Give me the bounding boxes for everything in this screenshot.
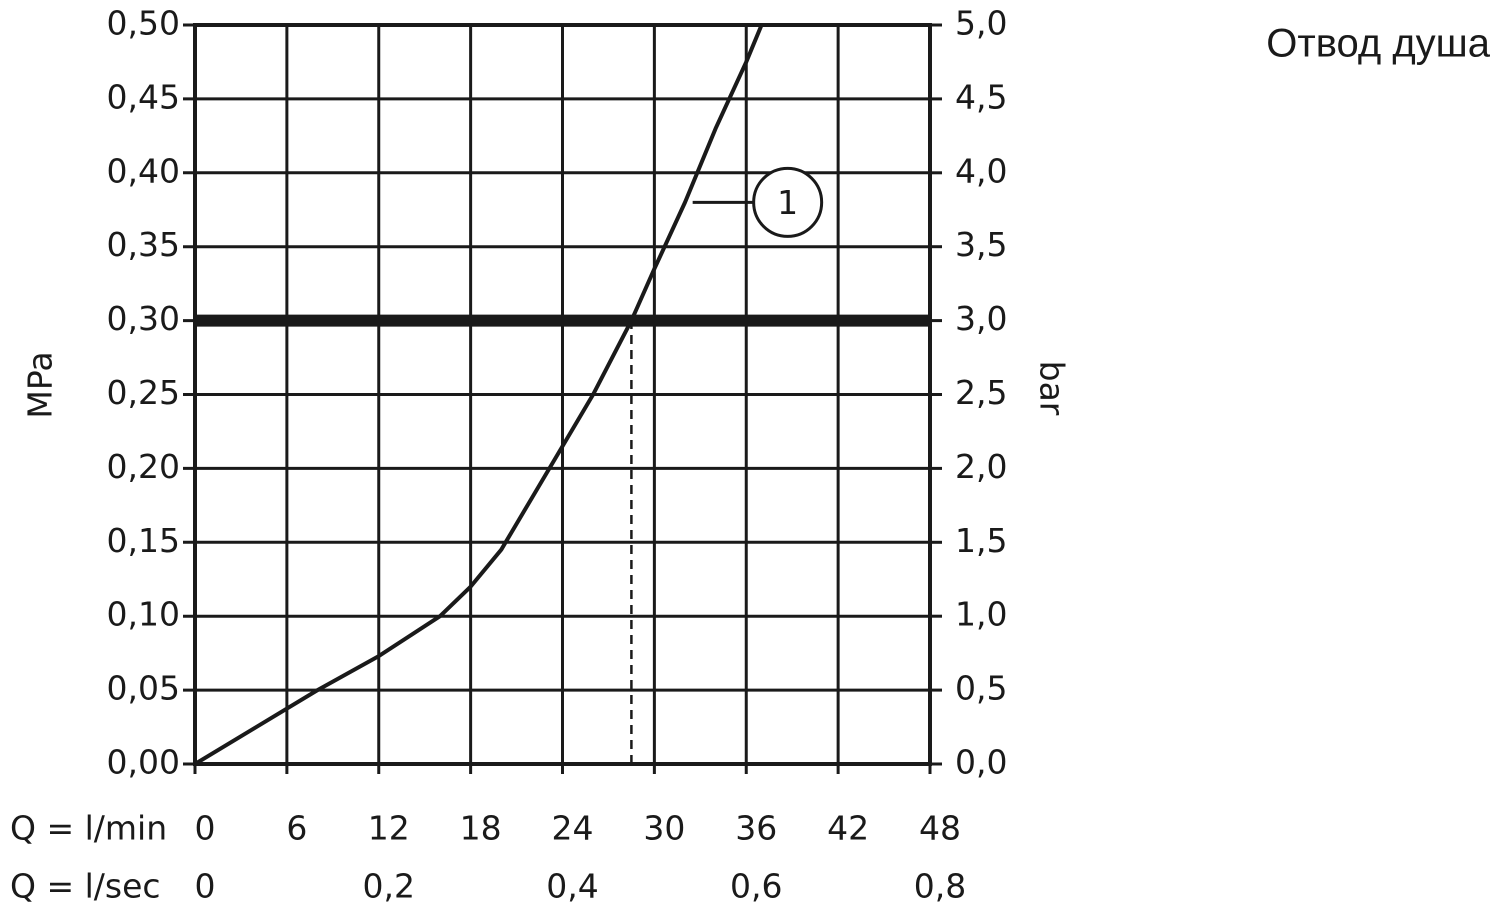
x-axis-label: Q = l/min [10,809,167,848]
x-tick-label: 12 [368,809,410,848]
x2-tick-label: 0,2 [363,867,415,906]
y-tick-label: 0,25 [107,373,180,412]
x2-tick-label: 0 [195,867,216,906]
y-tick-label: 0,10 [107,595,180,634]
x2-tick-label: 0,4 [546,867,598,906]
y-tick-label: 0,30 [107,299,180,338]
y-tick-label: 0,20 [107,447,180,486]
x-tick-label: 36 [735,809,777,848]
annotation-circle [752,166,824,238]
y2-tick-label: 5,0 [955,4,1007,43]
x-tick-label: 18 [460,809,502,848]
y-tick-label: 0,00 [107,743,180,782]
x-tick-label: 6 [286,809,307,848]
y2-tick-label: 4,5 [955,77,1007,116]
x2-tick-label: 0,8 [914,867,966,906]
y2-tick-label: 4,0 [955,151,1007,190]
y2-axis-label: bar [1033,361,1072,416]
y2-tick-label: 1,5 [955,521,1007,560]
y-tick-label: 0,35 [107,225,180,264]
y2-tick-label: 2,5 [955,373,1007,412]
x-tick-label: 0 [195,809,216,848]
y2-tick-label: 0,0 [955,743,1007,782]
x2-tick-label: 0,6 [730,867,782,906]
y-tick-label: 0,40 [107,151,180,190]
x-tick-label: 24 [552,809,594,848]
plot-frame [193,23,932,766]
annotation-label: 1 [777,183,798,222]
y2-tick-label: 0,5 [955,669,1007,708]
y2-tick-label: 3,0 [955,299,1007,338]
x2-axis-label: Q = l/sec [10,867,161,906]
x-tick-label: 30 [643,809,685,848]
x-tick-label: 48 [919,809,961,848]
y-axis-label: MPa [21,351,60,418]
y-tick-label: 0,05 [107,669,180,708]
y2-tick-label: 1,0 [955,595,1007,634]
x-tick-label: 42 [827,809,869,848]
chart-title: Отвод душа [1266,22,1490,66]
y-tick-label: 0,50 [107,4,180,43]
y2-tick-label: 3,5 [955,225,1007,264]
y-tick-label: 0,15 [107,521,180,560]
series-line [193,24,764,766]
y2-tick-label: 2,0 [955,447,1007,486]
y-tick-label: 0,45 [107,77,180,116]
